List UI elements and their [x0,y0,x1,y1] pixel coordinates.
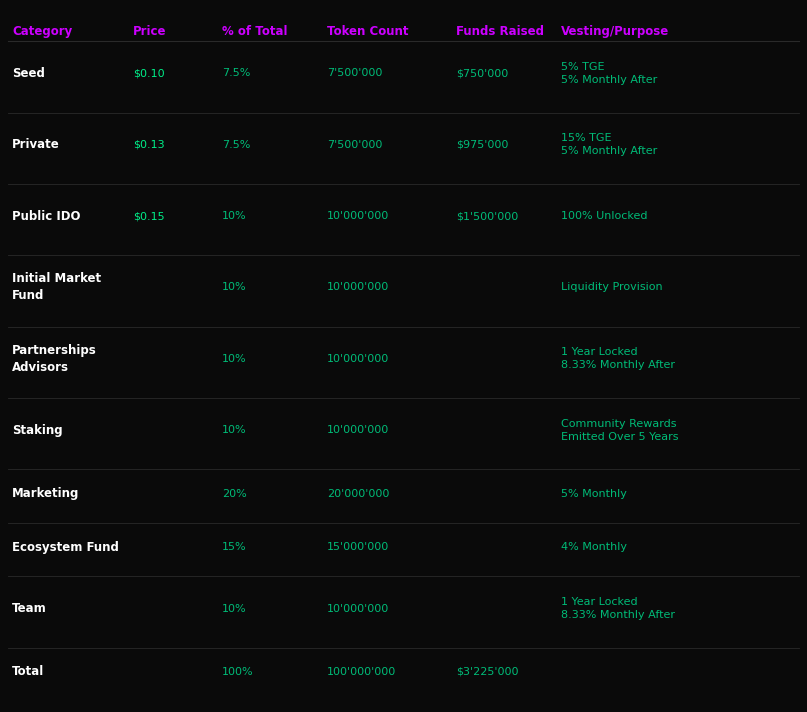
Text: Community Rewards
Emitted Over 5 Years: Community Rewards Emitted Over 5 Years [561,419,679,441]
Text: 10'000'000: 10'000'000 [327,211,389,221]
Text: 15%: 15% [222,542,247,552]
Text: Price: Price [133,25,167,38]
Text: 10%: 10% [222,604,247,614]
Text: $0.15: $0.15 [133,211,165,221]
Text: 10%: 10% [222,211,247,221]
Text: 20'000'000: 20'000'000 [327,488,389,498]
Text: 5% Monthly: 5% Monthly [561,488,627,498]
Text: 10'000'000: 10'000'000 [327,425,389,435]
Text: $0.10: $0.10 [133,68,165,78]
Text: Marketing: Marketing [12,487,79,500]
Text: $1'500'000: $1'500'000 [456,211,518,221]
Text: Ecosystem Fund: Ecosystem Fund [12,540,119,553]
Text: 7'500'000: 7'500'000 [327,140,383,150]
Text: Private: Private [12,138,60,151]
Text: 1 Year Locked
8.33% Monthly After: 1 Year Locked 8.33% Monthly After [561,347,675,370]
Text: 10%: 10% [222,425,247,435]
Text: Token Count: Token Count [327,25,408,38]
Text: Partnerships
Advisors: Partnerships Advisors [12,344,97,374]
Text: 10'000'000: 10'000'000 [327,604,389,614]
Text: 100'000'000: 100'000'000 [327,667,396,677]
Text: 5% TGE
5% Monthly After: 5% TGE 5% Monthly After [561,62,657,85]
Text: 7.5%: 7.5% [222,68,250,78]
Text: Team: Team [12,602,47,615]
Text: Initial Market
Fund: Initial Market Fund [12,273,101,303]
Text: $750'000: $750'000 [456,68,508,78]
Text: 7'500'000: 7'500'000 [327,68,383,78]
Text: 100%: 100% [222,667,253,677]
Text: $3'225'000: $3'225'000 [456,667,518,677]
Text: 15'000'000: 15'000'000 [327,542,389,552]
Text: Staking: Staking [12,424,63,436]
Text: Vesting/Purpose: Vesting/Purpose [561,25,669,38]
Text: Funds Raised: Funds Raised [456,25,544,38]
Text: 15% TGE
5% Monthly After: 15% TGE 5% Monthly After [561,133,657,157]
Text: Total: Total [12,666,44,679]
Text: 20%: 20% [222,488,247,498]
Text: 1 Year Locked
8.33% Monthly After: 1 Year Locked 8.33% Monthly After [561,597,675,620]
Text: 10'000'000: 10'000'000 [327,354,389,364]
Text: 10%: 10% [222,354,247,364]
Text: $975'000: $975'000 [456,140,508,150]
Text: 10'000'000: 10'000'000 [327,283,389,293]
Text: Liquidity Provision: Liquidity Provision [561,283,663,293]
Text: Seed: Seed [12,67,45,80]
Text: 7.5%: 7.5% [222,140,250,150]
Text: 4% Monthly: 4% Monthly [561,542,627,552]
Text: % of Total: % of Total [222,25,287,38]
Text: $0.13: $0.13 [133,140,165,150]
Text: 100% Unlocked: 100% Unlocked [561,211,647,221]
Text: Category: Category [12,25,73,38]
Text: Public IDO: Public IDO [12,209,81,223]
Text: 10%: 10% [222,283,247,293]
